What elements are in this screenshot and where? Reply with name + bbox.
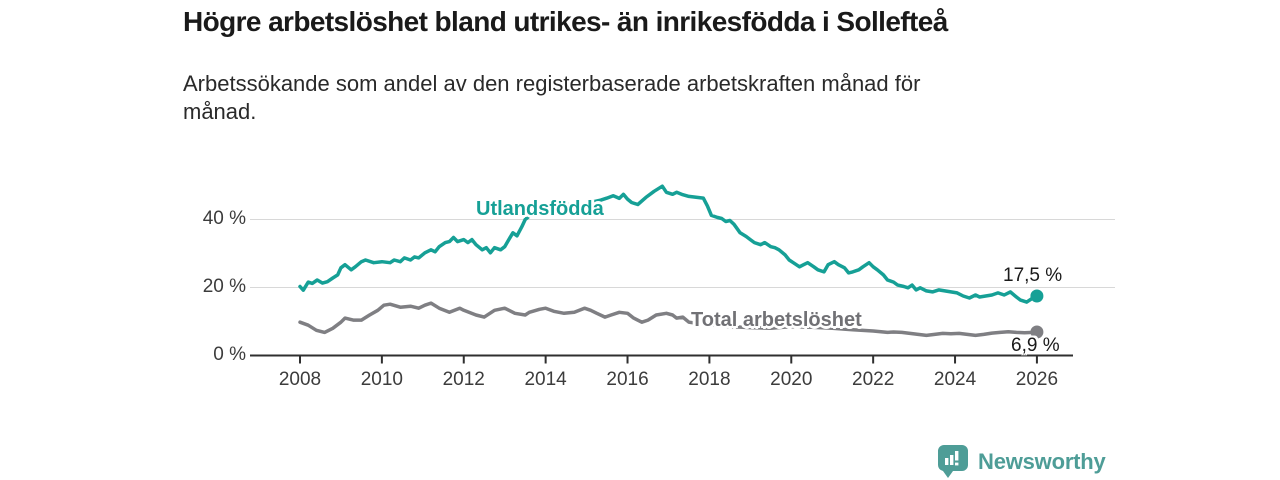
page-subtitle: Arbetssökande som andel av den registerb… [183, 71, 921, 124]
x-tick-label: 2010 [360, 369, 404, 390]
newsworthy-wordmark: Newsworthy [978, 448, 1106, 474]
x-tick-label: 2026 [1015, 369, 1059, 390]
x-tick-label: 2024 [933, 369, 977, 390]
x-tick-label: 2020 [770, 369, 813, 390]
x-tick-label: 2012 [442, 369, 485, 390]
series-label-total-arbetsloshet: Total arbetslöshet [691, 309, 862, 331]
y-tick-label: 20 % [202, 275, 246, 297]
end-value-label-utlandsfodda: 17,5 % [1003, 265, 1063, 286]
x-tick-label: 2016 [606, 369, 649, 390]
page-title: Högre arbetslöshet bland utrikes- än inr… [183, 6, 948, 37]
grid-and-axes [250, 219, 1115, 364]
newsworthy-logo: Newsworthy [936, 444, 1106, 479]
series-label-utlandsfodda: Utlandsfödda [476, 198, 604, 220]
x-tick-label: 2014 [524, 369, 567, 390]
x-tick-label: 2008 [278, 369, 322, 390]
y-tick-label: 40 % [202, 207, 246, 229]
end-dot-total-arbetsloshet [1030, 325, 1044, 339]
y-tick-label: 0 % [213, 343, 246, 365]
x-tick-label: 2018 [688, 369, 731, 390]
end-value-label-total-arbetsloshet: 6,9 % [1011, 335, 1060, 356]
end-dot-utlandsfodda [1030, 289, 1044, 303]
series-line-total-arbetsloshet [298, 301, 1039, 338]
x-tick-label: 2022 [852, 369, 895, 390]
series-line-utlandsfodda [298, 184, 1039, 304]
newsworthy-bar-chart-icon [937, 445, 968, 478]
